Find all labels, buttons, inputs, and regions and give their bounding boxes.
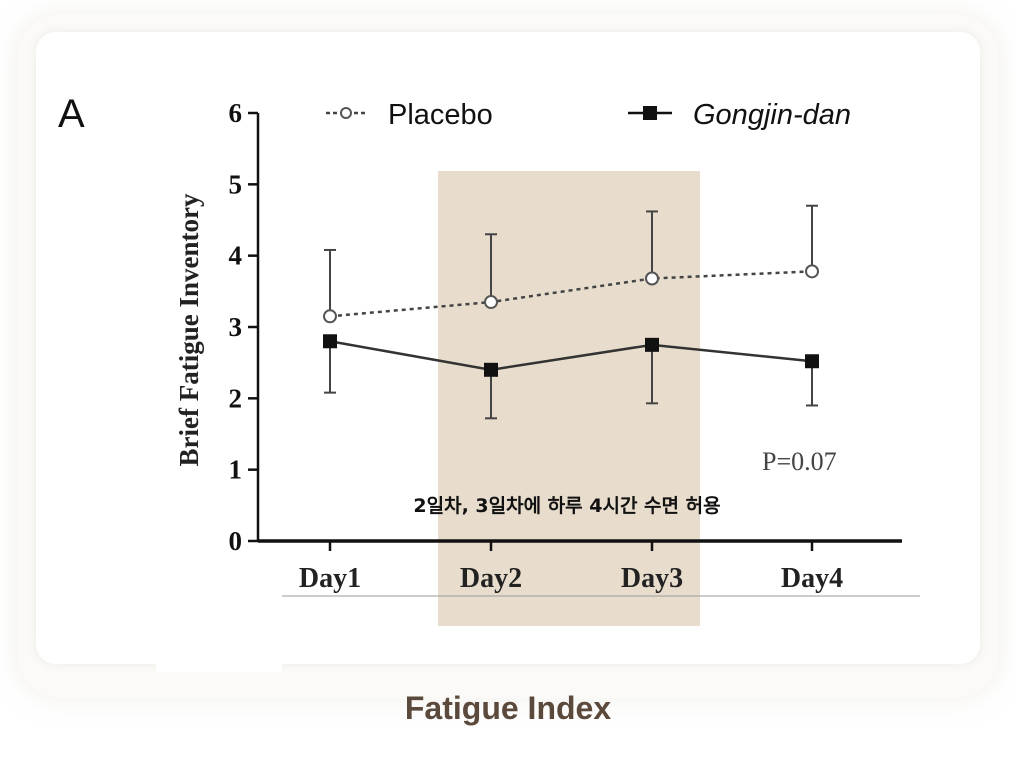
placebo-point — [323, 309, 337, 324]
x-tick-label: Day2 — [460, 563, 522, 594]
legend-gongjin-marker — [643, 106, 657, 120]
placebo-point — [805, 264, 819, 279]
gongjin-line — [329, 340, 813, 372]
placebo-point — [645, 271, 659, 286]
figure-caption: Fatigue Index — [404, 690, 612, 726]
gongjin-point — [323, 334, 337, 349]
placebo-point — [484, 295, 498, 310]
y-tick-label: 2 — [229, 383, 243, 413]
y-tick-label: 1 — [229, 455, 243, 485]
y-tick-label: 4 — [229, 241, 243, 271]
y-tick-label: 3 — [229, 312, 243, 342]
x-tick-label: Day4 — [781, 563, 843, 594]
gongjin-point — [484, 362, 498, 377]
x-tick-label: Day3 — [621, 563, 683, 594]
legend-gongjin-label: Gongjin-dan — [693, 99, 851, 131]
p-value-label: P=0.07 — [762, 447, 837, 476]
y-axis-label: Brief Fatigue Inventory — [174, 193, 204, 466]
sleep-restriction-band — [438, 171, 700, 626]
legend-placebo-marker — [340, 107, 352, 119]
legend-placebo-label: Placebo — [388, 99, 493, 131]
y-tick-label: 5 — [229, 169, 243, 199]
x-tick-label: Day1 — [299, 563, 361, 594]
placebo-line — [329, 270, 813, 318]
gongjin-point — [805, 354, 819, 369]
y-tick-label: 6 — [229, 98, 243, 128]
y-tick-label: 0 — [229, 526, 243, 556]
sleep-annotation: 2일차, 3일차에 하루 4시간 수면 허용 — [413, 495, 720, 517]
panel-label: A — [58, 92, 85, 136]
white-patch — [156, 598, 282, 672]
gongjin-point — [645, 337, 659, 352]
